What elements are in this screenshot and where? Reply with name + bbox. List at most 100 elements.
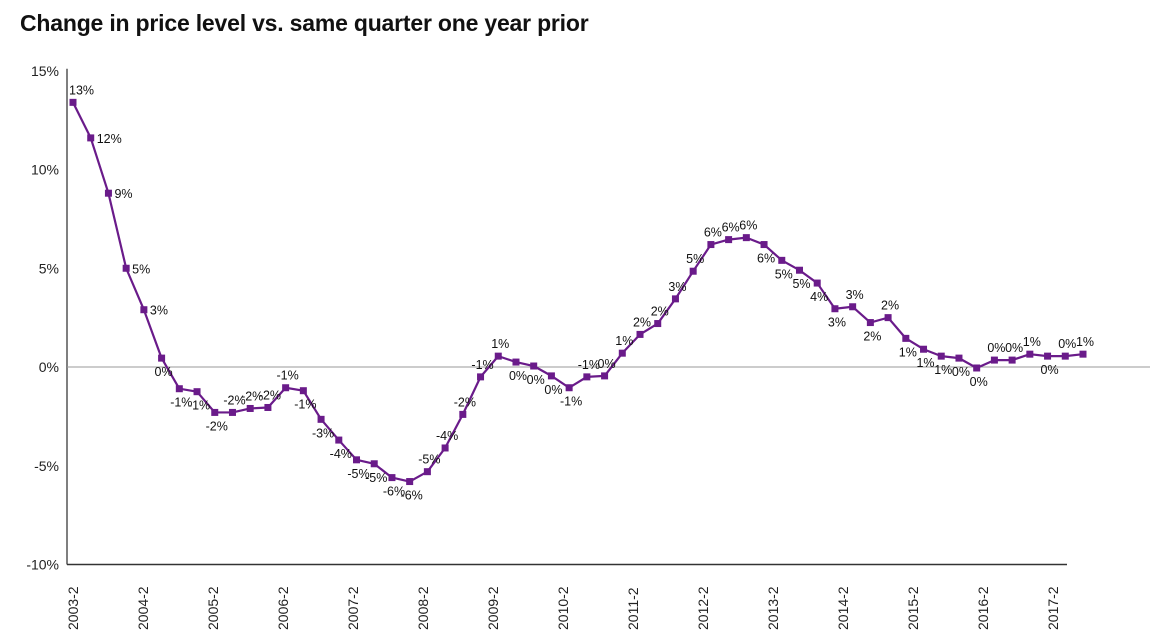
y-tick-label: -10%: [26, 557, 59, 573]
data-point: [671, 295, 679, 303]
data-point: [1026, 350, 1034, 358]
data-label: 3%: [150, 304, 168, 318]
data-point: [87, 134, 95, 142]
chart-title: Change in price level vs. same quarter o…: [20, 10, 589, 36]
data-point: [122, 264, 130, 272]
y-tick-label: 15%: [31, 63, 59, 79]
data-label: -2%: [223, 393, 245, 407]
data-point: [707, 241, 715, 249]
data-point: [849, 303, 857, 311]
data-label: 0%: [544, 383, 562, 397]
data-label: -1%: [560, 395, 582, 409]
x-tick-label: 2003-2: [65, 586, 81, 630]
data-point: [955, 354, 963, 362]
data-point: [494, 352, 502, 360]
data-point: [884, 314, 892, 322]
data-point: [264, 403, 272, 411]
data-point: [725, 236, 733, 244]
data-point: [547, 372, 555, 380]
y-tick-label: -5%: [34, 458, 59, 474]
data-label: -4%: [330, 447, 352, 461]
series-line: [72, 101, 1084, 483]
data-point: [140, 306, 148, 314]
data-point: [530, 362, 538, 370]
data-point: [104, 189, 112, 197]
data-label: 5%: [792, 277, 810, 291]
data-label: -1%: [277, 369, 299, 383]
data-point: [317, 415, 325, 423]
x-tick-label: 2017-2: [1045, 586, 1061, 630]
data-label: 6%: [739, 219, 757, 233]
data-label: -2%: [206, 419, 228, 433]
x-tick-label: 2014-2: [835, 586, 851, 630]
data-point: [282, 384, 290, 392]
data-label: 0%: [952, 365, 970, 379]
data-point: [742, 234, 750, 242]
data-point: [299, 387, 307, 395]
data-label: 0%: [1058, 337, 1076, 351]
data-point: [1079, 350, 1087, 358]
data-label: 6%: [757, 252, 775, 266]
data-label: 1%: [916, 356, 934, 370]
data-point: [601, 372, 609, 380]
data-point: [618, 349, 626, 357]
data-point: [831, 305, 839, 313]
data-label: -2%: [454, 395, 476, 409]
data-point: [813, 279, 821, 287]
data-label: -1%: [170, 396, 192, 410]
data-label: 1%: [934, 363, 952, 377]
data-point: [866, 319, 874, 327]
data-point: [370, 460, 378, 468]
data-label: 2%: [651, 305, 669, 319]
data-point: [228, 408, 236, 416]
data-point: [920, 345, 928, 353]
data-label: -1%: [471, 358, 493, 372]
data-point: [423, 468, 431, 476]
x-tick-label: 2006-2: [275, 586, 291, 630]
x-tick-label: 2007-2: [345, 586, 361, 630]
data-point: [512, 358, 520, 366]
data-point: [654, 320, 662, 328]
data-point: [689, 267, 697, 275]
x-tick-label: 2013-2: [765, 586, 781, 630]
data-label: 13%: [69, 83, 94, 97]
data-label: -5%: [418, 453, 440, 467]
data-point: [1061, 352, 1069, 360]
data-label: -1%: [578, 358, 600, 372]
data-label: 2%: [881, 299, 899, 313]
data-label: -2%: [241, 389, 263, 403]
x-tick-label: 2004-2: [135, 586, 151, 630]
data-point: [158, 354, 166, 362]
data-label: 1%: [491, 337, 509, 351]
data-point: [1044, 352, 1052, 360]
data-label: 5%: [775, 267, 793, 281]
data-label: 6%: [704, 226, 722, 240]
data-point: [565, 384, 573, 392]
data-point: [353, 456, 361, 464]
data-label: -6%: [383, 485, 405, 499]
data-label: 0%: [970, 375, 988, 389]
y-tick-label: 5%: [39, 260, 59, 276]
data-point: [1008, 356, 1016, 364]
data-label: -6%: [401, 489, 423, 503]
data-point: [193, 388, 201, 396]
data-label: 2%: [863, 330, 881, 344]
data-point: [175, 385, 183, 393]
data-label: 0%: [1041, 363, 1059, 377]
data-label: 2%: [633, 315, 651, 329]
data-point: [973, 364, 981, 372]
data-point: [388, 474, 396, 482]
data-label: -2%: [259, 388, 281, 402]
data-label: 3%: [668, 280, 686, 294]
data-point: [795, 266, 803, 274]
data-label: 4%: [810, 290, 828, 304]
data-label: 6%: [722, 221, 740, 235]
x-tick-label: 2015-2: [905, 586, 921, 630]
data-label: -5%: [347, 467, 369, 481]
data-label: -1%: [188, 399, 210, 413]
data-point: [477, 373, 485, 381]
data-point: [406, 478, 414, 486]
data-point: [69, 98, 77, 106]
data-label: 0%: [527, 373, 545, 387]
